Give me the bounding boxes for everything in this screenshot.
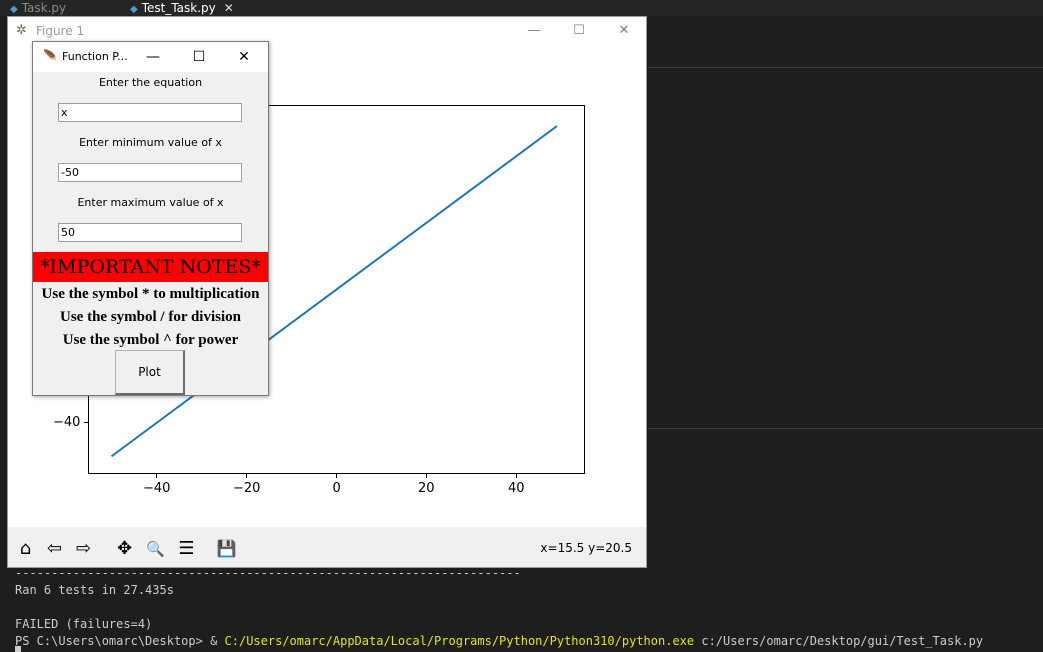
matplotlib-icon: ✲	[16, 23, 27, 38]
pan-icon: ✥	[116, 538, 133, 559]
x-tick-label: 40	[508, 481, 525, 496]
dialog-titlebar: 🪶 Function P... — ☐ ✕	[33, 42, 268, 72]
editor-tab-bar: ◆ Task.py ◆ Test_Task.py ✕	[0, 0, 1043, 16]
home-icon: ⌂	[19, 538, 32, 559]
cursor-coords: x=15.5 y=20.5	[540, 541, 632, 555]
maximize-button[interactable]: ☐	[573, 23, 585, 38]
dialog-maximize-button[interactable]: ☐	[192, 49, 206, 65]
x-tick-label: 20	[418, 481, 435, 496]
terminal-command-line: PS C:\Users\omarc\Desktop> & C:/Users/om…	[15, 634, 983, 648]
x-tick-label: 0	[332, 481, 341, 496]
terminal-divider	[648, 428, 1043, 429]
tab-task-py[interactable]: ◆ Task.py	[10, 1, 67, 15]
dialog-close-button[interactable]: ✕	[238, 49, 250, 65]
min-x-input[interactable]	[58, 163, 242, 182]
subplots-config-icon: ☰	[178, 538, 195, 559]
zoom-button[interactable]: 🔍	[142, 535, 169, 562]
terminal-script-arg: c:/Users/omarc/Desktop/gui/Test_Task.py	[694, 634, 984, 648]
pan-button[interactable]: ✥	[111, 535, 138, 562]
plot-button[interactable]: Plot	[115, 350, 185, 395]
minimize-button[interactable]: —	[527, 23, 541, 38]
terminal-prompt: PS C:\Users\omarc\Desktop> &	[15, 634, 225, 648]
feather-icon: 🪶	[43, 49, 58, 63]
forward-icon: ⇨	[75, 538, 92, 559]
x-tick-mark	[336, 474, 337, 478]
note-power: Use the symbol ^ for power	[62, 332, 239, 348]
important-notes-banner: *IMPORTANT NOTES*	[33, 252, 268, 282]
plot-canvas	[110, 125, 558, 458]
y-tick-mark	[84, 422, 88, 424]
max-x-label: Enter maximum value of x	[77, 196, 224, 209]
x-tick-mark	[426, 474, 427, 478]
dialog-title: Function P...	[62, 50, 128, 63]
save-button[interactable]: 💾	[213, 535, 240, 562]
editor-divider	[648, 67, 1043, 68]
equation-label: Enter the equation	[98, 76, 203, 89]
zoom-icon: 🔍	[146, 539, 165, 558]
close-tab-icon[interactable]: ✕	[223, 1, 234, 15]
terminal-separator: ----------------------------------------…	[15, 566, 521, 580]
x-tick-mark	[156, 474, 157, 478]
navigation-toolbar: ⌂ ⇦ ⇨ ✥ 🔍 ☰ 💾 x=15.5 y=20.5	[8, 527, 646, 567]
x-tick-label: −40	[143, 481, 171, 496]
x-tick-label: −20	[233, 481, 261, 496]
function-plotter-dialog: 🪶 Function P... — ☐ ✕ Enter the equation…	[32, 41, 269, 396]
terminal-ran-line: Ran 6 tests in 27.435s	[15, 583, 174, 597]
subplots-button[interactable]: ☰	[173, 535, 200, 562]
back-button[interactable]: ⇦	[41, 535, 68, 562]
y-tick-label: −40	[53, 415, 81, 431]
tab-test-task-py[interactable]: ◆ Test_Task.py ✕	[130, 1, 234, 15]
min-x-label: Enter minimum value of x	[79, 136, 222, 149]
x-tick-mark	[516, 474, 517, 478]
forward-button[interactable]: ⇨	[70, 535, 97, 562]
note-division: Use the symbol / for division	[60, 309, 241, 325]
back-icon: ⇦	[46, 538, 63, 559]
python-file-icon: ◆	[130, 4, 138, 15]
terminal-failed-line: FAILED (failures=4)	[15, 617, 153, 631]
figure-title: Figure 1	[36, 24, 85, 38]
series-line-0	[110, 125, 558, 458]
save-icon: 💾	[216, 539, 237, 558]
note-multiplication: Use the symbol * to multiplication	[41, 286, 260, 302]
close-button[interactable]: ✕	[618, 23, 630, 38]
max-x-input[interactable]	[58, 223, 242, 242]
terminal-python-path: C:/Users/omarc/AppData/Local/Programs/Py…	[224, 634, 695, 648]
terminal-cursor	[15, 646, 21, 652]
python-file-icon: ◆	[10, 4, 18, 15]
home-button[interactable]: ⌂	[12, 535, 39, 562]
dialog-minimize-button[interactable]: —	[146, 49, 160, 65]
equation-input[interactable]	[58, 103, 242, 122]
x-tick-mark	[246, 474, 247, 478]
